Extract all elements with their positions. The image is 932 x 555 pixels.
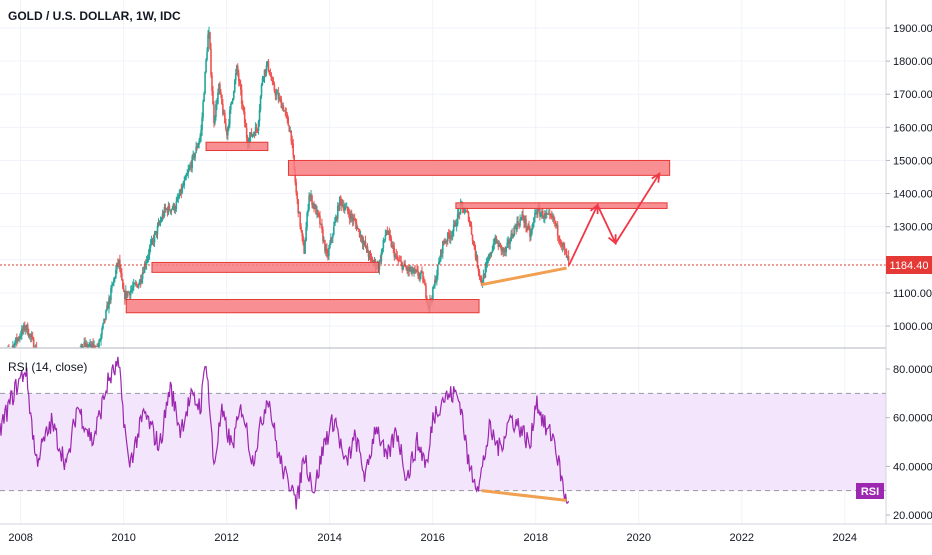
candle-body <box>300 227 302 230</box>
rsi-badge-text: RSI <box>861 486 879 498</box>
rsi-tick-label: 60.0000 <box>893 413 932 425</box>
rsi-divergence-line[interactable] <box>482 491 567 501</box>
time-tick-label: 2024 <box>833 532 857 544</box>
candle-body <box>111 286 113 289</box>
candle-body <box>204 72 206 93</box>
time-axis[interactable]: 2008 2010 2012 2014 2016 2018 2020 2022 2024 <box>8 532 857 544</box>
candle-body <box>169 205 171 210</box>
candle-body <box>206 52 208 60</box>
candle-body <box>471 226 473 235</box>
price-tick-label: 1600.00 <box>893 122 932 134</box>
chart-title: GOLD / U.S. DOLLAR, 1W, IDC <box>8 9 181 23</box>
candle-body <box>205 60 207 72</box>
support-resistance-zone[interactable] <box>126 300 479 313</box>
support-resistance-zone[interactable] <box>206 142 268 150</box>
rsi-tick-label: 20.0000 <box>893 510 932 522</box>
price-tick-label: 1500.00 <box>893 155 932 167</box>
price-axis[interactable]: 1000.001100.001200.001300.001400.001500.… <box>886 23 932 333</box>
candle-body <box>432 287 434 299</box>
candle-body <box>194 153 196 158</box>
candle-body <box>292 143 294 155</box>
candle-body <box>157 226 159 234</box>
candle-body <box>202 102 204 118</box>
price-tick-label: 1400.00 <box>893 189 932 201</box>
candle-body <box>304 241 306 253</box>
candle-body <box>525 219 527 228</box>
current-price-badge[interactable]: 1184.40 <box>886 256 932 274</box>
projection-path[interactable] <box>569 174 659 265</box>
candle-body <box>479 271 481 275</box>
candle-body <box>437 265 439 276</box>
rsi-layer <box>0 357 886 510</box>
candle-body <box>176 201 178 209</box>
candle-body <box>319 216 321 225</box>
price-tick-label: 1900.00 <box>893 23 932 35</box>
time-tick-label: 2008 <box>8 532 32 544</box>
rsi-band <box>0 393 886 490</box>
candle-body <box>268 61 270 70</box>
price-tick-label: 1000.00 <box>893 321 932 333</box>
candle-body <box>261 85 263 97</box>
price-tick-label: 1800.00 <box>893 56 932 68</box>
rsi-badge[interactable]: RSI <box>856 483 884 499</box>
time-tick-label: 2018 <box>523 532 547 544</box>
candle-body <box>328 248 330 256</box>
time-tick-label: 2010 <box>111 532 135 544</box>
rsi-tick-label: 40.0000 <box>893 461 932 473</box>
rsi-label: RSI (14, close) <box>8 360 87 374</box>
support-resistance-zone[interactable] <box>152 262 379 272</box>
support-resistance-zone[interactable] <box>456 203 667 209</box>
price-tick-label: 1100.00 <box>893 288 932 300</box>
candle-body <box>210 49 212 75</box>
candle-body <box>225 123 227 128</box>
candle-body <box>105 310 107 319</box>
time-tick-label: 2014 <box>317 532 341 544</box>
time-tick-label: 2020 <box>627 532 651 544</box>
time-tick-label: 2022 <box>730 532 754 544</box>
time-tick-label: 2012 <box>214 532 238 544</box>
price-divergence-line[interactable] <box>482 268 567 285</box>
rsi-axis[interactable]: 20.0000 40.0000 60.0000 80.0000 <box>886 364 932 522</box>
time-tick-label: 2016 <box>420 532 444 544</box>
candle-body <box>283 105 285 110</box>
candle-body <box>385 235 387 239</box>
current-price-value: 1184.40 <box>890 260 929 272</box>
support-resistance-zone[interactable] <box>288 160 669 175</box>
candle-body <box>121 273 123 280</box>
candle-body <box>183 180 185 185</box>
candle-body <box>296 193 298 199</box>
candle-body <box>287 118 289 126</box>
candle-body <box>564 247 566 249</box>
candle-body <box>138 285 140 288</box>
price-tick-label: 1700.00 <box>893 89 932 101</box>
rsi-tick-label: 80.0000 <box>893 364 932 376</box>
candle-body <box>557 225 559 236</box>
candle-body <box>499 243 501 245</box>
candle-body <box>568 256 570 261</box>
price-tick-label: 1300.00 <box>893 222 932 234</box>
candle-body <box>333 226 335 235</box>
candle-body <box>230 104 232 110</box>
